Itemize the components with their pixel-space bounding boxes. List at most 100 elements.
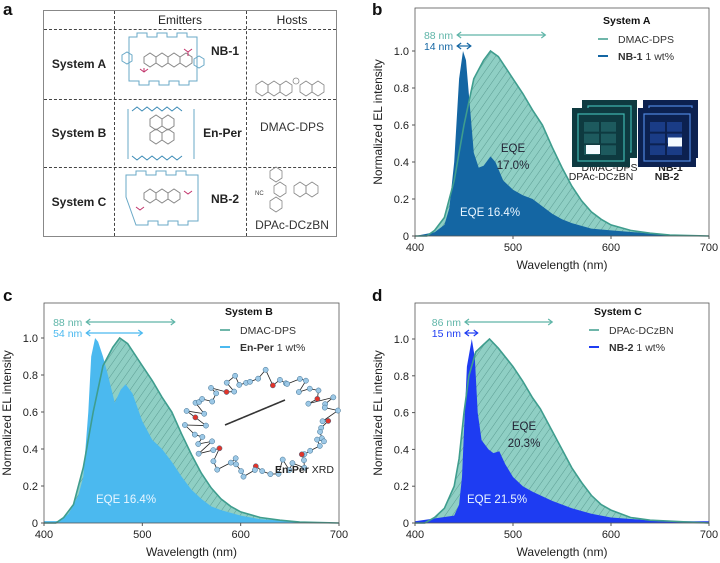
- y-tick-label: 1.0: [23, 333, 38, 345]
- atom-icon: [286, 467, 293, 473]
- legend-dopant-label: NB-1 1 wt%: [618, 51, 674, 63]
- bond-line: [254, 409, 262, 414]
- atom-icon: [267, 471, 274, 477]
- atom-icon: [199, 434, 206, 440]
- bond-line: [224, 421, 232, 426]
- atom-icon: [233, 461, 239, 468]
- lit-pixel: [586, 145, 600, 154]
- y-tick-label: 0: [403, 231, 409, 243]
- device-photo-host: [572, 108, 630, 167]
- panel-label-c: c: [3, 286, 13, 305]
- atom-icon: [325, 418, 332, 424]
- legend-dopant-name: NB-1: [618, 51, 643, 63]
- column-divider: [246, 11, 247, 236]
- bond-line: [248, 411, 256, 416]
- device-electrode-outline: [577, 113, 625, 162]
- device-pixel: [650, 133, 665, 144]
- panel-label-d: d: [372, 286, 383, 305]
- row-divider: [44, 99, 336, 100]
- atom-icon: [305, 400, 312, 407]
- row-divider: [44, 29, 336, 30]
- device-pixel: [584, 133, 599, 144]
- fwhm-label: 15 nm: [432, 328, 461, 340]
- atom-icon: [238, 468, 244, 474]
- x-tick-label: 700: [700, 529, 718, 541]
- fwhm-label: 88 nm: [424, 30, 453, 42]
- y-axis-label: Normalized EL intensity: [371, 59, 385, 185]
- y-tick-label: 0.2: [394, 194, 409, 206]
- system-b-label: System B: [51, 126, 107, 140]
- y-axis-label: Normalized EL intensity: [371, 350, 385, 476]
- x-tick-label: 700: [700, 242, 718, 254]
- atom-icon: [317, 428, 323, 435]
- atom-icon: [301, 464, 308, 471]
- device-pixel: [601, 145, 616, 155]
- nb1-structure-icon: [121, 32, 205, 86]
- x-tick-label: 400: [406, 242, 424, 254]
- atom-icon: [213, 390, 220, 397]
- eqe-dopant-label: EQE 16.4%: [460, 207, 520, 219]
- atom-icon: [231, 388, 238, 395]
- atom-icon: [284, 381, 290, 387]
- atom-icon: [209, 398, 216, 405]
- legend-dopant-label: En-Per 1 wt%: [240, 342, 305, 354]
- legend-dopant-label: NB-2 1 wt%: [609, 342, 665, 354]
- atom-icon: [210, 447, 217, 453]
- y-tick-label: 0.4: [23, 444, 38, 456]
- atom-icon: [314, 436, 320, 443]
- dopant-area: [415, 51, 709, 236]
- plot-frame: [414, 7, 710, 237]
- y-tick-label: 0.6: [394, 120, 409, 132]
- arrowhead-icon: [85, 318, 176, 326]
- atom-icon: [223, 379, 230, 386]
- y-tick-label: 0.8: [394, 83, 409, 95]
- atom-icon: [199, 396, 205, 402]
- eqe-host-label: EQE: [512, 421, 537, 433]
- device-pixel: [584, 122, 599, 132]
- y-tick-label: 0.2: [23, 481, 38, 493]
- atom-icon: [214, 466, 221, 473]
- bond-line: [236, 416, 244, 421]
- x-axis-label: Wavelength (nm): [517, 258, 608, 272]
- atom-icon: [277, 377, 283, 383]
- device-pixel: [667, 145, 682, 155]
- y-tick-label: 1.0: [394, 334, 409, 346]
- legend-dopant-name: En-Per: [240, 342, 274, 354]
- xrd-label: En-Per XRD: [275, 464, 334, 476]
- device-pixel: [650, 145, 665, 155]
- atom-icon: [252, 467, 258, 473]
- arrowhead-icon: [456, 42, 472, 50]
- y-tick-label: 0.6: [23, 407, 38, 419]
- legend-host-label: DMAC-DPS: [240, 325, 296, 337]
- fwhm-label: 14 nm: [424, 41, 453, 53]
- host-dmac-dps-label: DMAC-DPS: [259, 120, 324, 134]
- device-pixel: [601, 122, 616, 132]
- eqe-dopant-label: EQE 21.5%: [467, 494, 527, 506]
- panel-label-b: b: [372, 0, 383, 19]
- xrd-label-suffix: XRD: [309, 464, 335, 476]
- atom-icon: [314, 396, 321, 402]
- chart-panel-c: 400 500 600 700 0 0.2 0.4 0.6 0.8 1.0 Wavelength (…: [0, 302, 348, 559]
- legend-dopant-concentration: 1 wt%: [274, 342, 306, 354]
- atom-icon: [307, 447, 314, 454]
- legend-title: System A: [603, 15, 651, 27]
- arrowhead-icon: [456, 31, 547, 39]
- column-divider: [114, 11, 115, 236]
- y-tick-label: 0.8: [394, 371, 409, 383]
- atom-icon: [279, 456, 286, 463]
- atom-icon: [192, 414, 199, 421]
- panel-label-a: a: [3, 0, 13, 19]
- xrd-label-compound: En-Per: [275, 464, 309, 476]
- atom-icon: [316, 443, 323, 449]
- y-axis-label: Normalized EL intensity: [0, 350, 14, 476]
- emitter-nb2-label: NB-2: [210, 192, 239, 206]
- device-electrode-outline: [643, 113, 691, 162]
- y-tick-label: 0.4: [394, 444, 409, 456]
- atom-icon: [236, 382, 243, 388]
- atom-icon: [209, 438, 215, 445]
- atom-icon: [232, 372, 238, 379]
- eqe-host-value: 17.0%: [497, 160, 530, 172]
- atom-icon: [275, 470, 282, 477]
- emitter-nb1-label: NB-1: [210, 44, 239, 58]
